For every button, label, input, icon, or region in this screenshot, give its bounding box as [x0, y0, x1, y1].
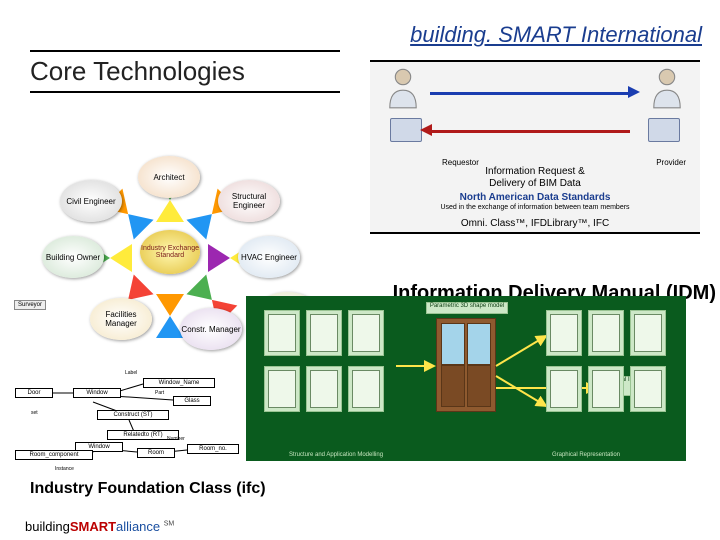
- tree-node-comp: Room_component: [15, 450, 93, 460]
- hub-node: Industry Exchange Standard: [140, 230, 200, 274]
- tree-edge-label: Number: [167, 436, 185, 442]
- standards-title: North American Data Standards: [435, 192, 635, 203]
- window-thumb: [348, 366, 384, 412]
- provider-label: Provider: [656, 158, 686, 167]
- tree-edge-label: Label: [125, 370, 137, 376]
- window-thumb: [306, 310, 342, 356]
- window-thumb: [630, 310, 666, 356]
- window-thumb: [264, 366, 300, 412]
- brand-title: building. SMART International: [410, 22, 702, 48]
- delivery-arrow: [430, 130, 630, 133]
- surveyor-label: Surveyor: [14, 300, 46, 310]
- ifc-title: Industry Foundation Class (ifc): [30, 480, 266, 498]
- role-node: Structural Engineer: [218, 180, 280, 222]
- footer-part2: SMART: [70, 519, 116, 534]
- requestor-terminal-icon: [390, 118, 422, 142]
- window-thumb: [348, 310, 384, 356]
- exchange-line2: Delivery of BIM Data: [435, 178, 635, 189]
- tree-node-roomn: Room_no.: [187, 444, 239, 454]
- window-thumb: [588, 366, 624, 412]
- tree-node-room: Room: [137, 448, 175, 458]
- footer-tm: SM: [164, 521, 175, 528]
- request-arrow: [430, 92, 630, 95]
- window-thumb: [306, 366, 342, 412]
- provider-figure: [642, 66, 692, 115]
- tree-node-wname: Window_Name: [143, 378, 215, 388]
- standards-sub: Used in the exchange of information betw…: [435, 204, 635, 211]
- tree-node-glass: Glass: [173, 396, 211, 406]
- role-node: Civil Engineer: [60, 180, 122, 222]
- footer-part1: building: [25, 519, 70, 534]
- exchange-panel: Requestor Provider Information Request &…: [370, 60, 700, 234]
- window-thumb: [588, 310, 624, 356]
- ifc-tree-diagram: Door Window Window_Name Glass Construct (ST)…: [15, 360, 235, 470]
- delivery-arrow-head-icon: [420, 124, 432, 136]
- role-node: Constr. Manager: [180, 308, 242, 350]
- window-thumb: [264, 310, 300, 356]
- exchange-line1: Information Request &: [435, 166, 635, 177]
- green-model-panel: Parametric 3D shape model Additional Inf…: [246, 296, 686, 461]
- role-node: HVAC Engineer: [238, 236, 300, 278]
- window-thumb: [630, 366, 666, 412]
- footer-logo: buildingSMARTalliance SM: [25, 519, 174, 534]
- tree-node-win: Window: [73, 388, 121, 398]
- window-thumb: [546, 310, 582, 356]
- tree-node-const: Construct (ST): [97, 410, 169, 420]
- tree-edge-label: Instance: [55, 466, 74, 472]
- page-title: Core Technologies: [30, 50, 340, 93]
- tree-edge-label: Part: [155, 390, 164, 396]
- role-node: Facilities Manager: [90, 298, 152, 340]
- tree-edge-label: set: [31, 410, 38, 416]
- role-node: Building Owner: [42, 236, 104, 278]
- requestor-figure: [378, 66, 428, 115]
- footer-part3: alliance: [116, 519, 160, 534]
- request-arrow-head-icon: [628, 86, 640, 98]
- class-line: Omni. Class™, IFDLibrary™, IFC: [435, 218, 635, 229]
- provider-terminal-icon: [648, 118, 680, 142]
- tree-node-door: Door: [15, 388, 53, 398]
- window-thumb: [546, 366, 582, 412]
- role-node: Architect: [138, 156, 200, 198]
